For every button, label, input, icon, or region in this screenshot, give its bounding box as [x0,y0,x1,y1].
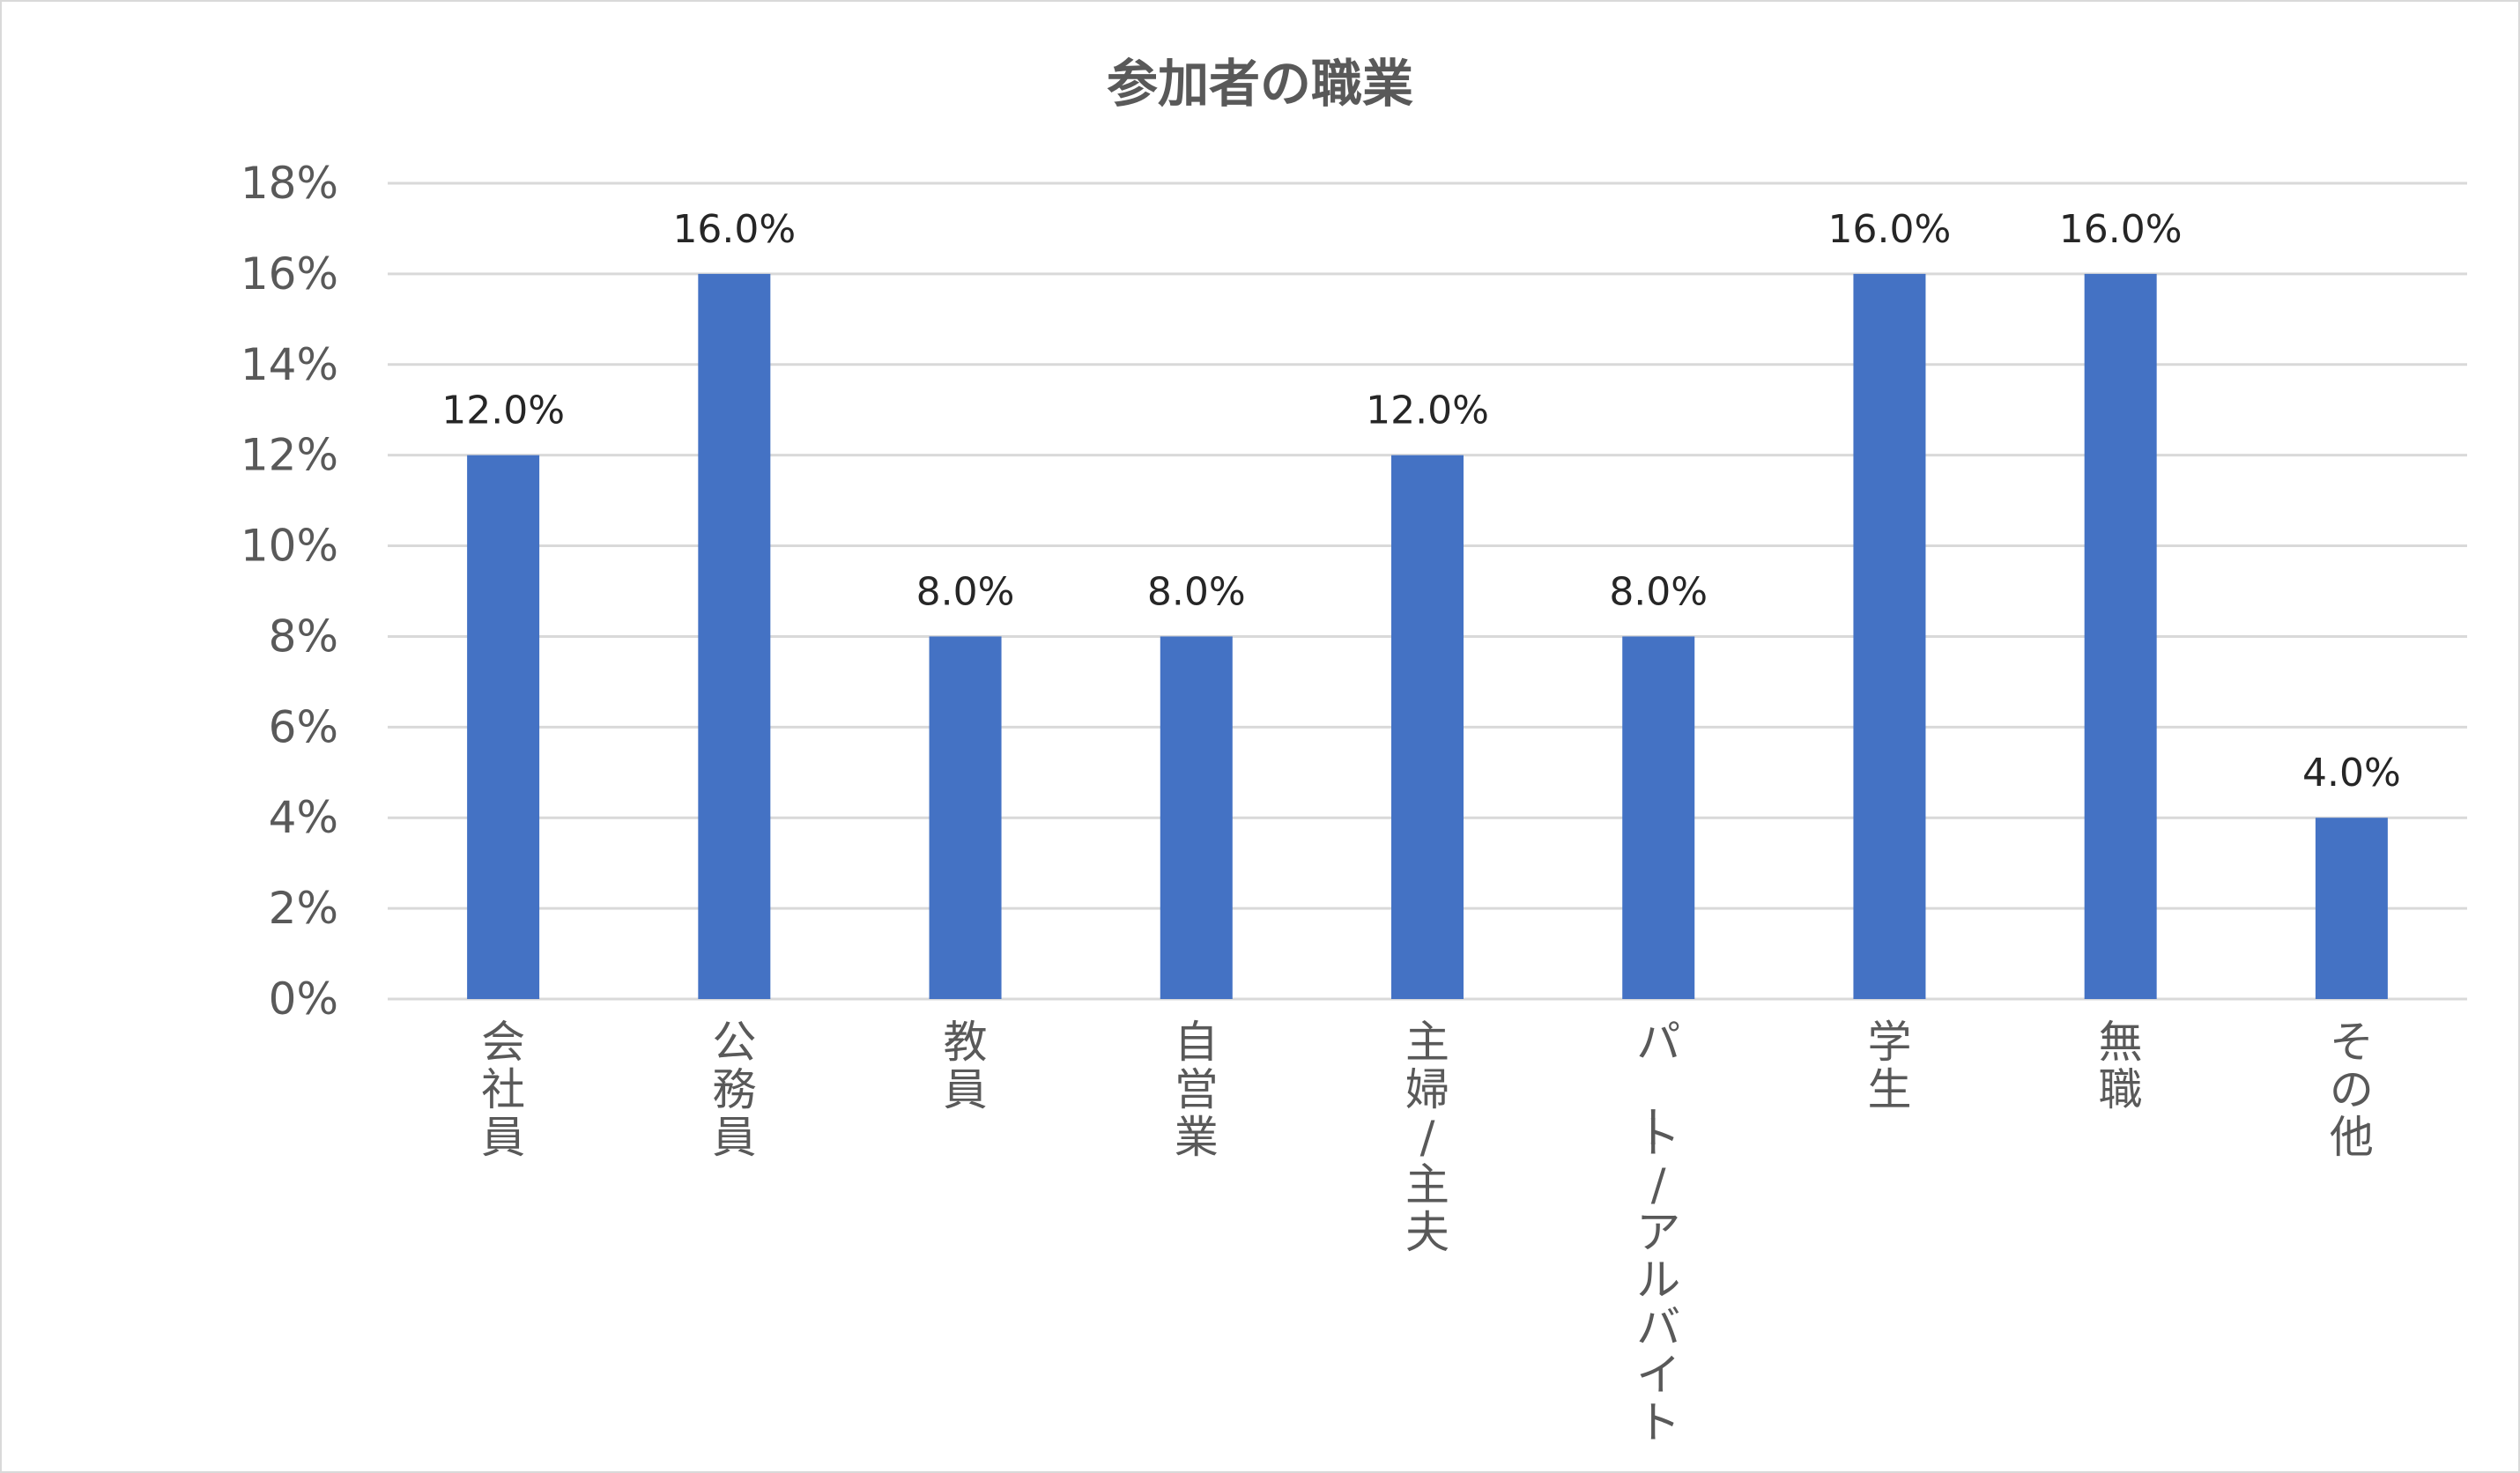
data-label: 8.0% [1609,569,1708,614]
y-tick-label: 2% [269,883,338,934]
bar [467,455,540,999]
y-tick-label: 0% [269,973,338,1025]
chart-title: 参加者の職業 [1106,54,1413,114]
data-label: 8.0% [916,569,1015,614]
y-tick-label: 10% [241,521,338,572]
y-tick-label: 14% [241,339,338,390]
bar [1160,636,1233,999]
category-label: 無職 [2099,1017,2143,1115]
category-label: 公務員 [712,1017,756,1163]
category-label: その他 [2330,1017,2374,1163]
y-tick-label: 6% [269,701,338,752]
bar [698,273,771,999]
y-tick-label: 12% [241,430,338,481]
bar [1853,273,1926,999]
data-label: 16.0% [1828,207,1952,252]
category-label: パート/アルバイト [1626,1017,1680,1448]
data-label: 16.0% [672,207,796,252]
y-tick-label: 18% [241,158,338,209]
bar [929,636,1002,999]
data-label: 16.0% [2059,207,2183,252]
data-labels: 12.0% 16.0% 8.0% 8.0% 12.0% 8.0% 16.0% 16.0% 4.0… [441,207,2401,796]
data-label: 12.0% [1366,389,1489,433]
bar [1391,455,1464,999]
y-tick-label: 16% [241,248,338,300]
category-label: 学生 [1867,1017,1911,1115]
data-label: 8.0% [1147,569,1246,614]
category-label: 教員 [944,1017,988,1115]
bar [2315,818,2388,999]
data-label: 12.0% [441,389,565,433]
bar [1622,636,1695,999]
bars [467,273,2388,999]
category-label: 会社員 [481,1017,525,1163]
bar [2084,273,2157,999]
category-label: 自営業 [1175,1017,1219,1163]
category-labels: 会社員 公務員 教員 自営業 主婦/主夫 パート/アルバイト 学生 無職 その他 [481,1017,2374,1448]
data-label: 4.0% [2302,751,2401,796]
y-tick-label: 4% [269,792,338,843]
y-tick-label: 8% [269,611,338,662]
y-axis-ticks: 0% 2% 4% 6% 8% 10% 12% 14% 16% 18% [241,158,338,1025]
category-label: 主婦/主夫 [1405,1017,1449,1258]
